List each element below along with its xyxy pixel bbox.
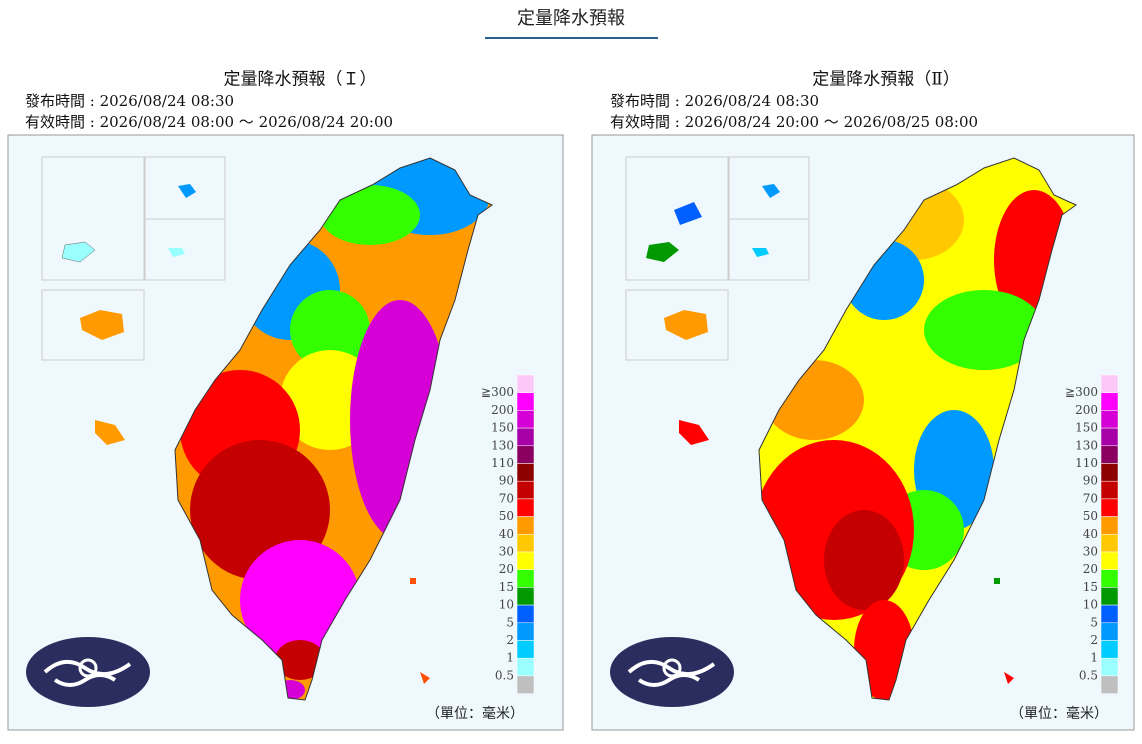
legend-label: 110: [491, 456, 514, 470]
legend-label: 10: [1083, 598, 1098, 612]
legend-label: ≧300: [481, 385, 514, 399]
legend-label: 40: [499, 527, 514, 541]
legend-swatch: [516, 622, 535, 641]
legend-label: 90: [499, 474, 514, 488]
legend-label: 5: [506, 615, 514, 629]
legend-label: 20: [499, 562, 514, 576]
legend-swatch: [516, 657, 535, 677]
insets: [41, 156, 226, 361]
legend: ≧300 200 150 130 110 90 70 50 40 30 20 15 10 5 2 1 0.5: [481, 374, 535, 694]
insets: [625, 156, 810, 361]
legend-label: 150: [491, 421, 514, 435]
legend-swatch: [516, 480, 535, 500]
panel: 定量降水預報（Ⅱ） 發布時間 : 2026/08/24 08:30 有效時間 :…: [591, 70, 1135, 731]
legend-swatch: [1100, 374, 1119, 393]
legend-swatch: [516, 427, 535, 447]
islands: [646, 184, 1014, 684]
legend-label: 200: [491, 403, 514, 417]
legend-label: 0.5: [1079, 668, 1098, 682]
legend-swatch: [1100, 427, 1119, 447]
unit-label: （單位：毫米）: [1010, 705, 1108, 722]
panel: 定量降水預報（Ｉ） 發布時間 : 2026/08/24 08:30 有效時間 :…: [7, 70, 564, 731]
legend-label: 30: [1083, 545, 1098, 559]
legend-swatch: [1100, 445, 1119, 464]
legend-swatch: [1100, 587, 1119, 606]
legend-swatch: [1100, 516, 1119, 535]
legend-swatch: [1100, 480, 1119, 500]
legend-swatch: [516, 374, 535, 393]
legend-swatch: [1100, 604, 1119, 624]
logo: [26, 637, 150, 707]
legend-swatch: [1100, 622, 1119, 641]
legend-label: 5: [1090, 615, 1098, 629]
legend-swatch: [516, 498, 535, 517]
legend-label: ≧300: [1065, 385, 1098, 399]
legend-swatch: [516, 445, 535, 464]
legend-swatch: [516, 675, 535, 694]
unit-label: （單位：毫米）: [426, 705, 524, 722]
legend-label: 200: [1075, 403, 1098, 417]
legend-swatch: [1100, 675, 1119, 694]
legend-label: 150: [1075, 421, 1098, 435]
legend-label: 1: [1090, 651, 1098, 665]
legend-label: 30: [499, 545, 514, 559]
legend-label: 0.5: [495, 668, 514, 682]
legend-swatch: [516, 569, 535, 588]
legend-label: 1: [506, 651, 514, 665]
legend-label: 10: [499, 598, 514, 612]
legend-label: 40: [1083, 527, 1098, 541]
valid-time: 有效時間 : 2026/08/24 20:00 ～ 2026/08/25 08:…: [610, 113, 978, 131]
legend-swatch: [516, 534, 535, 553]
legend-label: 50: [499, 509, 514, 523]
legend-swatch: [1100, 463, 1119, 482]
legend-label: 130: [491, 438, 514, 452]
legend-swatch: [1100, 392, 1119, 411]
legend-label: 20: [1083, 562, 1098, 576]
legend-label: 110: [1075, 456, 1098, 470]
legend-swatch: [1100, 534, 1119, 553]
valid-time: 有效時間 : 2026/08/24 08:00 ～ 2026/08/24 20:…: [25, 113, 393, 131]
legend-swatch: [1100, 551, 1119, 570]
legend: ≧300 200 150 130 110 90 70 50 40 30 20 15 10 5 2 1 0.5: [1065, 374, 1119, 694]
issue-time: 發布時間 : 2026/08/24 08:30: [610, 92, 819, 110]
legend-swatch: [516, 551, 535, 570]
legend-swatch: [516, 604, 535, 624]
panel-title: 定量降水預報（Ｉ）: [224, 70, 377, 90]
logo: [610, 637, 734, 707]
islands: [61, 184, 430, 684]
legend-label: 15: [499, 580, 514, 594]
page-title: 定量降水預報: [517, 8, 625, 29]
legend-swatch: [516, 392, 535, 411]
legend-swatch: [516, 587, 535, 606]
legend-label: 90: [1083, 474, 1098, 488]
legend-label: 70: [1083, 491, 1098, 505]
legend-label: 130: [1075, 438, 1098, 452]
legend-label: 2: [506, 633, 514, 647]
legend-swatch: [1100, 640, 1119, 659]
panel-title: 定量降水預報（Ⅱ）: [812, 70, 960, 90]
legend-swatch: [1100, 410, 1119, 429]
legend-swatch: [516, 463, 535, 482]
issue-time: 發布時間 : 2026/08/24 08:30: [25, 92, 234, 110]
legend-label: 15: [1083, 580, 1098, 594]
legend-swatch: [516, 516, 535, 535]
legend-swatch: [516, 640, 535, 659]
legend-swatch: [1100, 569, 1119, 588]
legend-swatch: [1100, 498, 1119, 517]
legend-label: 50: [1083, 509, 1098, 523]
legend-label: 2: [1090, 633, 1098, 647]
legend-swatch: [516, 410, 535, 429]
legend-label: 70: [499, 491, 514, 505]
legend-swatch: [1100, 657, 1119, 677]
